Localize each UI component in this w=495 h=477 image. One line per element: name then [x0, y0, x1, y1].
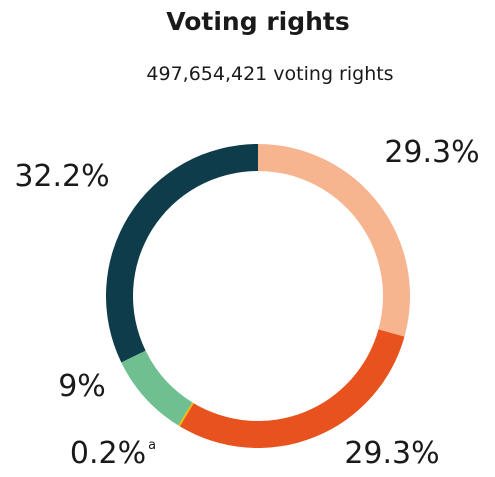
donut-segment: [258, 144, 410, 337]
donut-segment: [106, 144, 259, 363]
data-label: 32.2%: [14, 159, 109, 194]
chart-subtitle: 497,654,421 voting rights: [146, 63, 393, 85]
data-label: 29.3%: [384, 135, 479, 170]
footnote-mark: a: [148, 438, 156, 453]
data-label: 9%: [58, 369, 106, 404]
donut-segment: [121, 350, 193, 426]
donut-segment: [179, 329, 405, 449]
donut-segment: [178, 402, 194, 427]
data-label: 0.2%: [70, 436, 146, 471]
data-label: 29.3%: [344, 436, 439, 471]
chart-title: Voting rights: [166, 7, 350, 36]
